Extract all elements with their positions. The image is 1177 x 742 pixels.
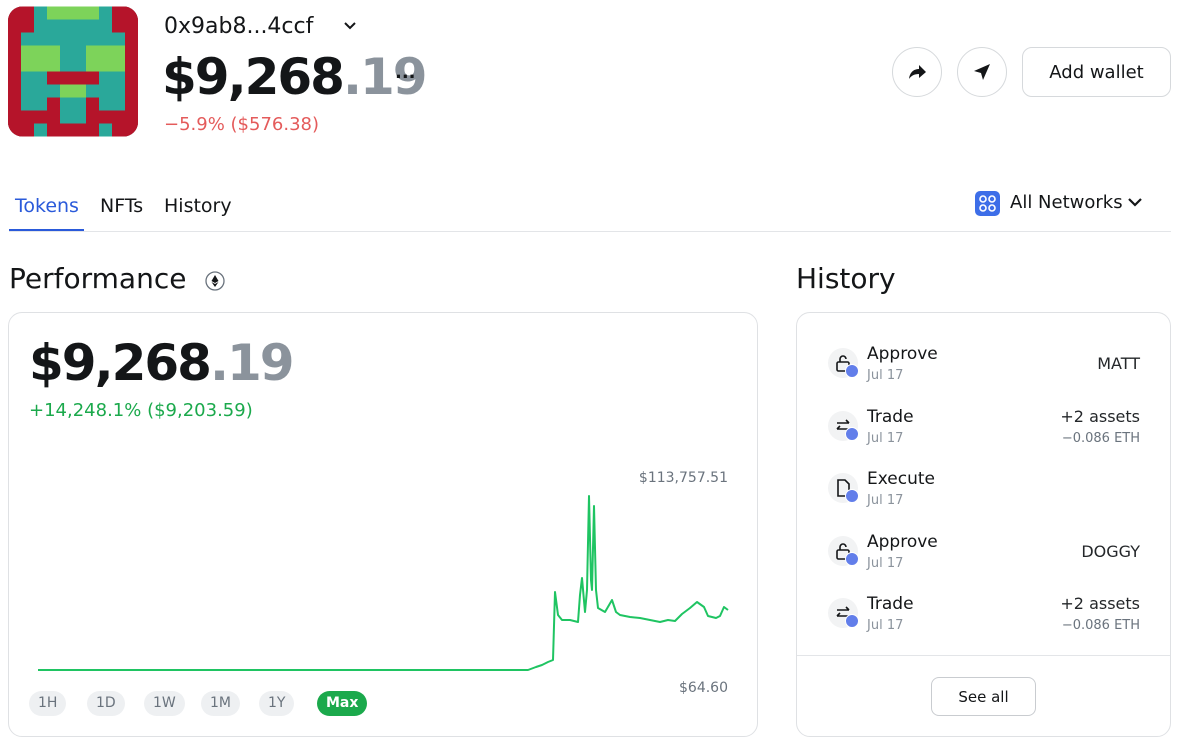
history-card: [796, 312, 1171, 737]
history-date: Jul 17: [867, 618, 904, 633]
tab[interactable]: History: [164, 195, 232, 217]
more-button[interactable]: ...: [395, 62, 416, 83]
history-action: Trade: [867, 594, 914, 614]
history-date: Jul 17: [867, 555, 904, 571]
avatar: [8, 6, 138, 137]
tab[interactable]: NFTs: [100, 195, 144, 217]
history-action: Approve: [867, 344, 938, 364]
history-asset: +2 assets: [1060, 594, 1140, 613]
history-item[interactable]: Approve Jul 17 MATT: [828, 344, 1140, 394]
sparkline: [38, 495, 729, 671]
send-button[interactable]: [957, 47, 1007, 97]
address[interactable]: 0x9ab8...4ccf: [164, 14, 314, 39]
max-label: $113,757.51: [638, 470, 728, 486]
network-badge: [845, 551, 859, 566]
history-divider: [797, 655, 1170, 656]
range-button[interactable]: 1D: [87, 691, 125, 716]
see-all-button[interactable]: See all: [931, 677, 1036, 716]
history-action: Trade: [867, 406, 914, 427]
performance-value-cents: .19: [209, 334, 295, 392]
address-chevron[interactable]: [343, 20, 357, 32]
network-selector[interactable]: All Networks: [1010, 192, 1123, 213]
add-wallet-button[interactable]: Add wallet: [1022, 47, 1171, 97]
network-chevron[interactable]: [1127, 197, 1143, 209]
performance-value: $9,268.19: [29, 334, 295, 392]
performance-value-whole: $9,268: [29, 334, 212, 392]
network-badge: [845, 364, 859, 378]
history-asset: DOGGY: [1081, 541, 1140, 561]
eth-icon: [205, 271, 225, 291]
range-button[interactable]: Max: [317, 691, 368, 716]
history-item[interactable]: Execute Jul 17: [828, 469, 1140, 519]
tab[interactable]: Tokens: [15, 195, 79, 217]
history-action: Approve: [867, 531, 938, 552]
history-date: Jul 17: [867, 493, 904, 508]
balance-change: −5.9% ($576.38): [164, 114, 320, 135]
history-amount: −0.086 ETH: [1061, 618, 1140, 633]
action-icon: [836, 418, 850, 430]
history-date: Jul 17: [867, 430, 904, 446]
range-button[interactable]: 1M: [201, 691, 240, 716]
performance-change: +14,248.1% ($9,203.59): [29, 400, 253, 421]
tab-indicator: [9, 229, 84, 232]
history-action: Execute: [867, 469, 935, 489]
performance-card: [8, 312, 758, 737]
range-button[interactable]: 1W: [144, 691, 185, 716]
range-button[interactable]: 1Y: [259, 691, 295, 716]
network-badge: [845, 426, 859, 441]
network-badge: [845, 489, 859, 503]
action-icon: [836, 606, 850, 617]
history-item[interactable]: Approve Jul 17 DOGGY: [828, 532, 1140, 582]
send-icon: [974, 64, 990, 80]
balance-whole: $9,268: [162, 48, 345, 106]
share-button[interactable]: [892, 47, 942, 97]
balance: $9,268.19: [162, 48, 428, 106]
divider: [9, 231, 1171, 232]
history-asset: +2 assets: [1060, 406, 1140, 426]
performance-title: Performance: [9, 262, 187, 295]
history-date: Jul 17: [867, 368, 904, 383]
history-asset: MATT: [1097, 354, 1140, 373]
network-badge: [845, 614, 859, 628]
range-button[interactable]: 1H: [29, 691, 67, 716]
performance-sparkline: [38, 495, 729, 671]
share-icon: [909, 65, 926, 79]
network-icon[interactable]: [975, 191, 1000, 216]
history-item[interactable]: Trade Jul 17 +2 assets −0.086 ETH: [828, 594, 1140, 644]
history-amount: −0.086 ETH: [1061, 430, 1140, 446]
balance-cents: .19: [342, 48, 428, 106]
min-label: $64.60: [679, 680, 728, 696]
history-title: History: [796, 262, 896, 295]
history-item[interactable]: Trade Jul 17 +2 assets −0.086 ETH: [828, 407, 1140, 457]
